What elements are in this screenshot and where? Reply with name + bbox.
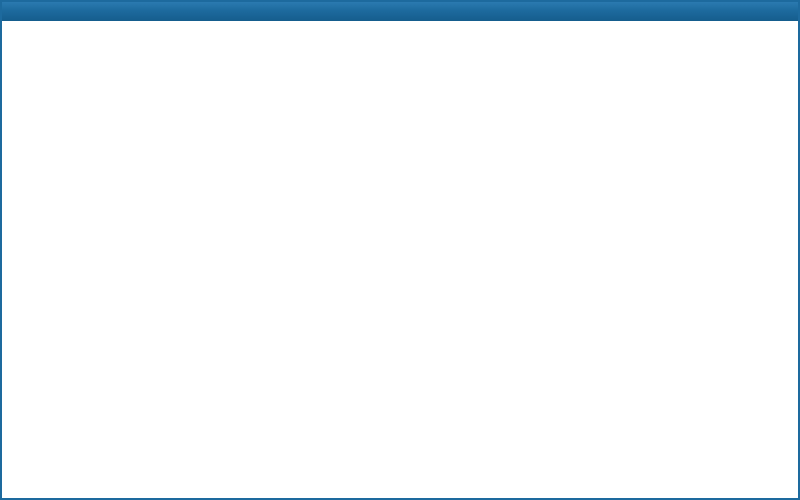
title-bar [2,2,798,21]
chart-area [2,21,798,498]
pressure-line-chart [2,21,798,498]
